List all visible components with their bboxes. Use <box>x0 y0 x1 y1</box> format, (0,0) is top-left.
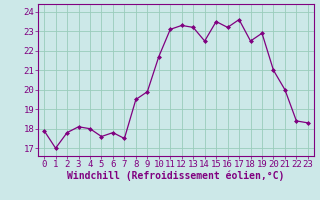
X-axis label: Windchill (Refroidissement éolien,°C): Windchill (Refroidissement éolien,°C) <box>67 171 285 181</box>
